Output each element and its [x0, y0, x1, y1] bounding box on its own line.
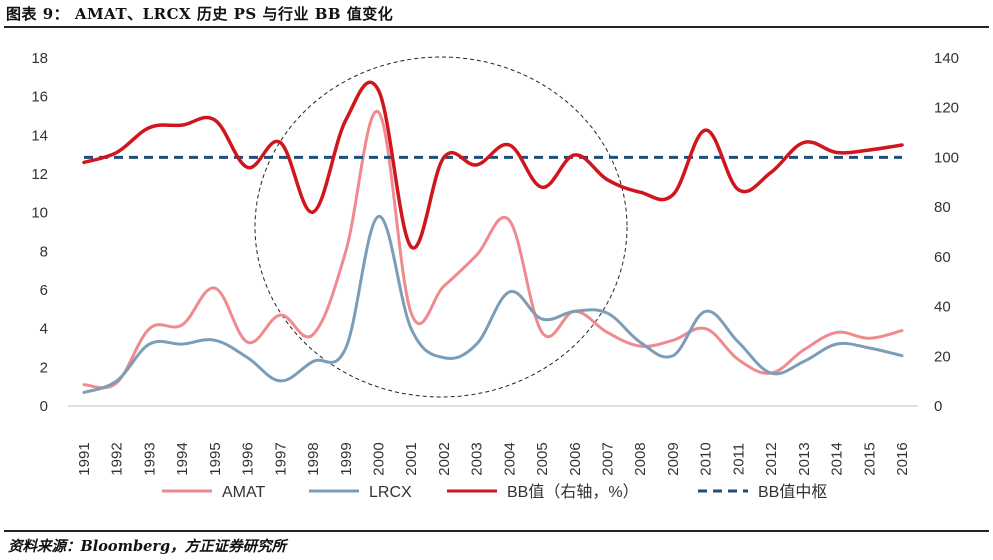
x-tick-label: 2009	[665, 442, 682, 475]
x-tick-label: 1994	[174, 442, 191, 475]
x-tick-label: 2001	[403, 442, 420, 475]
title-divider	[4, 26, 989, 28]
source-note: 资料来源：Bloomberg，方正证券研究所	[8, 538, 287, 555]
right-tick-label: 60	[934, 249, 951, 266]
x-tick-label: 1992	[109, 442, 126, 475]
x-tick-label: 2010	[698, 442, 715, 475]
legend-label: AMAT	[222, 484, 265, 501]
legend-label: BB值中枢	[758, 483, 827, 501]
x-tick-label: 2000	[370, 442, 387, 475]
x-tick-label: 1996	[240, 442, 257, 475]
x-tick-label: 2006	[567, 442, 584, 475]
series-group	[82, 80, 904, 394]
right-tick-label: 80	[934, 199, 951, 216]
left-tick-label: 18	[31, 50, 48, 67]
left-tick-label: 10	[31, 205, 48, 222]
x-tick-label: 1999	[338, 442, 355, 475]
x-tick-label: 1997	[272, 442, 289, 475]
x-axis: 1991 1992 1993 1994 1995 1996 1997 1998 1999 2000…	[76, 442, 911, 475]
right-tick-label: 20	[934, 348, 951, 365]
x-tick-label: 1998	[305, 442, 322, 475]
legend-label: BB值（右轴，%）	[507, 483, 639, 501]
series-line-amat	[82, 110, 904, 390]
right-tick-label: 0	[934, 398, 942, 415]
x-tick-label: 2002	[436, 442, 453, 475]
x-tick-label: 2005	[534, 442, 551, 475]
x-tick-label: 2003	[469, 442, 486, 475]
right-tick-label: 120	[934, 100, 959, 117]
x-tick-label: 2004	[501, 442, 518, 475]
series-line-bb	[82, 80, 904, 250]
x-tick-label: 2011	[730, 443, 747, 475]
left-tick-label: 0	[40, 398, 48, 415]
legend-label: LRCX	[369, 484, 412, 501]
x-tick-label: 2012	[763, 442, 780, 475]
right-tick-label: 40	[934, 299, 951, 316]
x-tick-label: 2007	[600, 442, 617, 475]
left-axis: 0 2 4 6 8 10 12 14 16 18	[31, 50, 48, 415]
footer-divider	[4, 530, 989, 532]
x-tick-label: 1995	[207, 442, 224, 475]
chart-title: 图表 9： AMAT、LRCX 历史 PS 与行业 BB 值变化	[6, 5, 394, 23]
right-tick-label: 100	[934, 149, 959, 166]
x-tick-label: 1991	[76, 442, 93, 475]
x-tick-label: 2016	[894, 442, 911, 475]
series-line-lrcx	[82, 215, 904, 394]
legend: AMAT LRCX BB值（右轴，%） BB值中枢	[162, 483, 827, 501]
right-tick-label: 140	[934, 50, 959, 67]
left-tick-label: 12	[31, 166, 48, 183]
left-tick-label: 8	[40, 243, 48, 260]
left-tick-label: 6	[40, 282, 48, 299]
highlight-circle-annotation	[254, 56, 628, 398]
left-tick-label: 4	[40, 321, 48, 338]
x-tick-label: 2015	[861, 442, 878, 475]
left-tick-label: 14	[31, 127, 48, 144]
left-tick-label: 16	[31, 89, 48, 106]
left-tick-label: 2	[40, 359, 48, 376]
x-tick-label: 2014	[829, 442, 846, 475]
right-axis: 0 20 40 60 80 100 120 140	[934, 50, 959, 415]
x-tick-label: 1993	[141, 442, 158, 475]
x-tick-label: 2013	[796, 442, 813, 475]
x-tick-label: 2008	[632, 442, 649, 475]
